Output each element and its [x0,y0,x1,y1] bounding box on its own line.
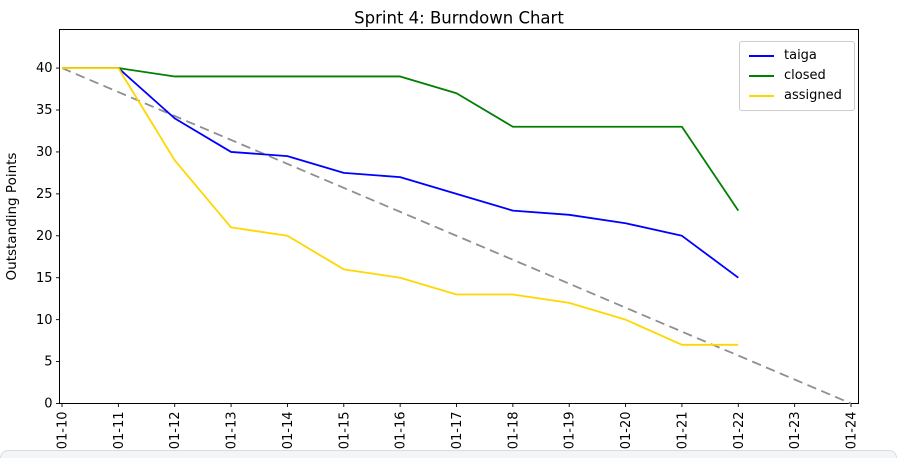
legend-label-assigned: assigned [784,88,842,103]
series-line-closed [62,67,740,212]
x-tick-label: 01-17 [450,412,465,450]
bottom-panel-edge [0,450,897,458]
y-axis-label: Outstanding Points [4,153,20,281]
y-tick-label: 30 [36,145,53,160]
y-tick-label: 10 [36,313,53,328]
x-tick-label: 01-13 [225,412,240,450]
x-tick-label: 01-20 [619,412,634,450]
legend-line-sample-closed [749,75,774,77]
y-tick-label: 40 [36,61,53,76]
y-tick-label: 0 [44,397,52,412]
x-tick-label: 01-12 [168,412,183,450]
legend: taiga closed assigned [739,41,855,111]
series-line-taiga [62,67,739,279]
series-line-assigned [62,67,739,346]
plot-frame [59,29,859,404]
legend-label-taiga: taiga [784,48,817,63]
x-tick-label: 01-21 [675,412,690,450]
chart-title: Sprint 4: Burndown Chart [354,9,564,28]
legend-label-closed: closed [784,68,826,83]
legend-line-sample-assigned [749,95,774,97]
x-tick-label: 01-15 [337,412,352,450]
y-tick-label: 15 [36,271,53,286]
legend-item-taiga: taiga [749,48,842,64]
x-tick-label: 01-18 [506,412,521,450]
series-line-ideal [61,67,852,405]
y-tick-label: 5 [44,355,52,370]
x-tick-label: 01-24 [845,412,860,450]
x-tick-label: 01-11 [112,412,127,450]
x-tick-label: 01-16 [394,412,409,450]
y-tick-label: 20 [36,229,53,244]
legend-item-assigned: assigned [749,88,842,104]
x-tick-label: 01-14 [281,412,296,450]
x-tick-label: 01-19 [563,412,578,450]
legend-item-closed: closed [749,68,842,84]
x-tick-label: 01-22 [732,412,747,450]
x-tick-label: 01-23 [788,412,803,450]
y-tick-label: 35 [36,103,53,118]
legend-line-sample-taiga [749,55,774,57]
x-tick-label: 01-10 [56,412,71,450]
y-tick-label: 25 [36,187,53,202]
